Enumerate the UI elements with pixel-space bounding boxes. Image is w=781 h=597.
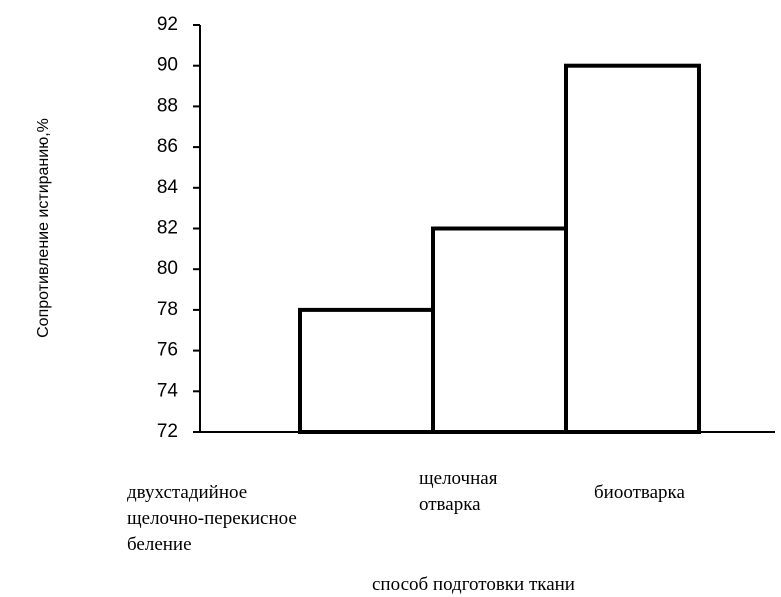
category-label-line: биоотварка: [594, 482, 685, 503]
bars: [298, 63, 701, 434]
y-tick-label: 84: [157, 177, 179, 198]
category-label-1: двухстадийное щелочно-перекисное беление: [127, 480, 297, 558]
y-tick-label: 86: [157, 136, 178, 157]
x-axis-label: способ подготовки ткани: [372, 574, 575, 595]
category-label-line: щелочная: [419, 468, 498, 489]
y-tick-label: 80: [157, 258, 178, 279]
y-tick-label: 88: [157, 95, 178, 116]
category-label-line: двухстадийное: [127, 482, 248, 503]
y-tick-label: 78: [157, 299, 178, 320]
y-tick-label: 92: [157, 14, 178, 35]
bar-3: [564, 63, 701, 434]
y-tick-label: 90: [157, 55, 178, 76]
category-label-line: отварка: [419, 494, 481, 515]
category-label-3: биоотварка: [594, 480, 685, 506]
category-label-line: беление: [127, 534, 192, 555]
category-label-2: щелочная отварка: [419, 466, 497, 518]
y-tick-label: 76: [157, 340, 178, 361]
category-label-line: щелочно-перекисное: [127, 508, 297, 529]
y-tick-label: 74: [157, 380, 179, 401]
y-axis-ticks: 72 74 76 78 80 82 84 86 88 90 92: [157, 14, 200, 442]
bar-2: [431, 226, 568, 434]
bar-1: [298, 307, 435, 434]
y-tick-label: 72: [157, 421, 178, 442]
y-axis-label: Сопротивление истиранию,%: [35, 118, 52, 338]
y-tick-label: 82: [157, 218, 178, 239]
